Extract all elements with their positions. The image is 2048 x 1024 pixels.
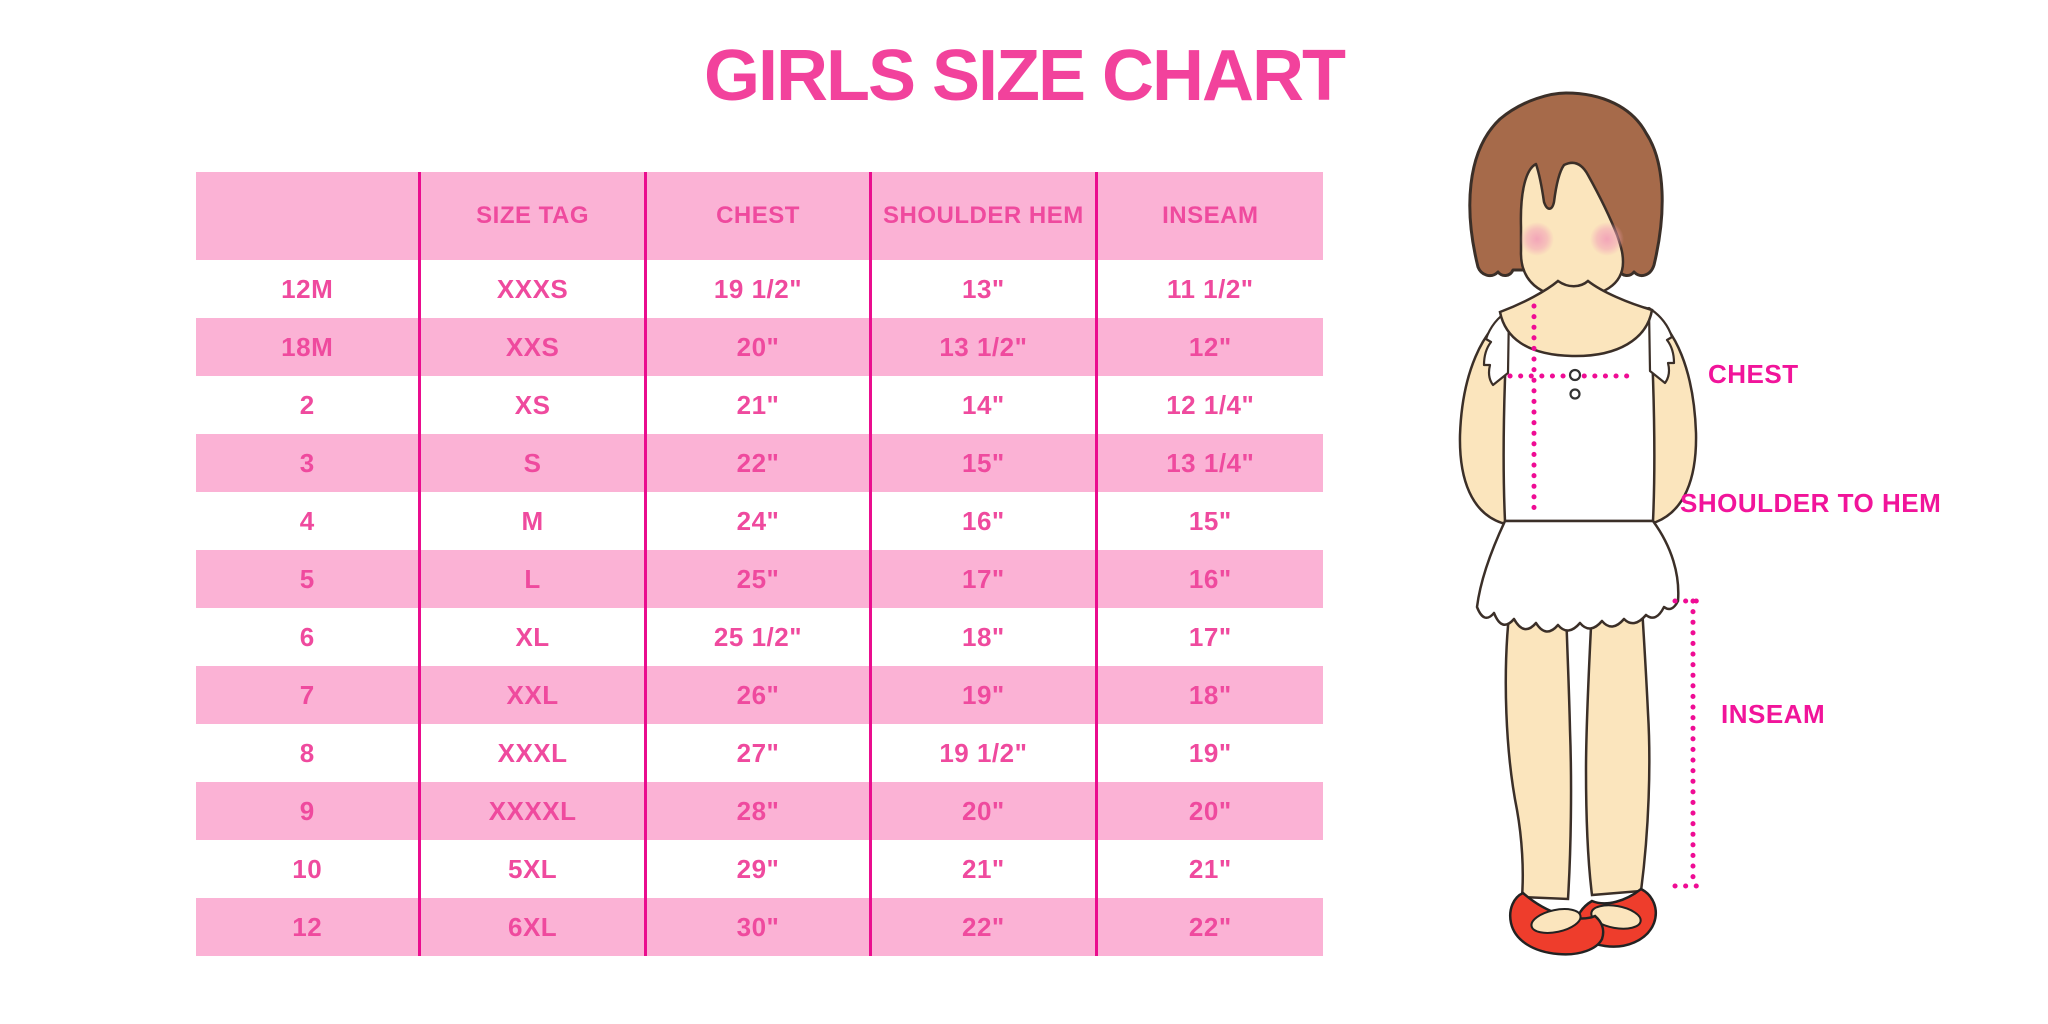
table-row: 6 XL 25 1/2" 18" 17" bbox=[196, 608, 1323, 666]
table-cell: XXXXL bbox=[421, 782, 647, 840]
table-row: 12 6XL 30" 22" 22" bbox=[196, 898, 1323, 956]
table-row: 2 XS 21" 14" 12 1/4" bbox=[196, 376, 1323, 434]
table-row: 8 XXXL 27" 19 1/2" 19" bbox=[196, 724, 1323, 782]
girl-measurement-illustration: CHEST SHOULDER TO HEM INSEAM bbox=[1420, 55, 1980, 965]
table-cell: 18M bbox=[196, 318, 422, 376]
table-row: 10 5XL 29" 21" 21" bbox=[196, 840, 1323, 898]
table-cell: 2 bbox=[196, 376, 422, 434]
table-cell: 13 1/2" bbox=[872, 318, 1098, 376]
table-cell: XS bbox=[421, 376, 647, 434]
table-cell: XL bbox=[421, 608, 647, 666]
table-cell: S bbox=[421, 434, 647, 492]
table-cell: 12M bbox=[196, 260, 422, 318]
girl-neckline-skin bbox=[1498, 279, 1654, 358]
table-cell: 9 bbox=[196, 782, 422, 840]
girl-leg-right bbox=[1584, 605, 1651, 897]
shirt-button-top bbox=[1568, 368, 1582, 382]
table-header-row: SIZE TAG CHEST SHOULDER HEM INSEAM bbox=[196, 172, 1323, 260]
table-cell: 19 1/2" bbox=[872, 724, 1098, 782]
table-cell: 22" bbox=[1188, 911, 1232, 942]
table-cell: 10 bbox=[196, 840, 422, 898]
table-cell: 25" bbox=[647, 550, 873, 608]
table-cell: 25 1/2" bbox=[647, 608, 873, 666]
table-cell: 4 bbox=[196, 492, 422, 550]
header-cell-blank bbox=[196, 172, 422, 260]
girl-ruffle-left bbox=[1482, 308, 1511, 387]
table-cell: 19" bbox=[872, 666, 1098, 724]
header-cell-inseam: INSEAM bbox=[1162, 202, 1259, 229]
table-cell: 20" bbox=[647, 318, 873, 376]
table-cell: XXL bbox=[421, 666, 647, 724]
table-cell: 12 1/4" bbox=[1166, 389, 1255, 420]
table-cell: 21" bbox=[872, 840, 1098, 898]
table-cell: 21" bbox=[1188, 853, 1232, 884]
table-cell: 15" bbox=[872, 434, 1098, 492]
table-cell: 15" bbox=[1188, 505, 1232, 536]
table-cell: 6XL bbox=[421, 898, 647, 956]
table-cell: 5 bbox=[196, 550, 422, 608]
table-cell: 20" bbox=[1188, 795, 1232, 826]
girl-leg-left bbox=[1504, 603, 1573, 901]
blush-right bbox=[1590, 222, 1624, 256]
table-row: 12M XXXS 19 1/2" 13" 11 1/2" bbox=[196, 260, 1323, 318]
table-cell: XXS bbox=[421, 318, 647, 376]
table-cell: 14" bbox=[872, 376, 1098, 434]
table-cell: 19" bbox=[1188, 737, 1232, 768]
table-cell: 18" bbox=[1188, 679, 1232, 710]
page-title: GIRLS SIZE CHART bbox=[703, 36, 1346, 116]
table-cell: M bbox=[421, 492, 647, 550]
table-row: 3 S 22" 15" 13 1/4" bbox=[196, 434, 1323, 492]
table-cell: 21" bbox=[647, 376, 873, 434]
table-cell: 6 bbox=[196, 608, 422, 666]
table-cell: 12" bbox=[1188, 331, 1232, 362]
table-cell: 22" bbox=[872, 898, 1098, 956]
table-cell: 19 1/2" bbox=[647, 260, 873, 318]
table-row: 18M XXS 20" 13 1/2" 12" bbox=[196, 318, 1323, 376]
chest-label: CHEST bbox=[1708, 359, 1799, 389]
table-cell: 13" bbox=[872, 260, 1098, 318]
table-cell: 27" bbox=[647, 724, 873, 782]
shoulder-to-hem-label: SHOULDER TO HEM bbox=[1680, 488, 1941, 518]
table-cell: 17" bbox=[872, 550, 1098, 608]
table-cell: 12 bbox=[196, 898, 422, 956]
table-row: 7 XXL 26" 19" 18" bbox=[196, 666, 1323, 724]
table-cell: L bbox=[421, 550, 647, 608]
table-row: 4 M 24" 16" 15" bbox=[196, 492, 1323, 550]
girl-skirt bbox=[1475, 519, 1680, 633]
table-row: 9 XXXXL 28" 20" 20" bbox=[196, 782, 1323, 840]
table-cell: 30" bbox=[647, 898, 873, 956]
table-cell: 18" bbox=[872, 608, 1098, 666]
table-row: 5 L 25" 17" 16" bbox=[196, 550, 1323, 608]
table-cell: 20" bbox=[872, 782, 1098, 840]
size-chart-table: SIZE TAG CHEST SHOULDER HEM INSEAM 12M X… bbox=[196, 172, 1323, 956]
table-cell: XXXL bbox=[421, 724, 647, 782]
table-cell: 8 bbox=[196, 724, 422, 782]
table-cell: 13 1/4" bbox=[1166, 447, 1255, 478]
inseam-label: INSEAM bbox=[1721, 699, 1825, 729]
table-cell: 16" bbox=[872, 492, 1098, 550]
table-cell: 17" bbox=[1188, 621, 1232, 652]
header-cell-shoulder-hem: SHOULDER HEM bbox=[872, 172, 1098, 260]
table-cell: 7 bbox=[196, 666, 422, 724]
blush-left bbox=[1520, 222, 1554, 256]
header-cell-size-tag: SIZE TAG bbox=[421, 172, 647, 260]
header-cell-chest: CHEST bbox=[647, 172, 873, 260]
table-cell: 22" bbox=[647, 434, 873, 492]
girl-shoe-left-opening bbox=[1530, 908, 1582, 934]
girl-ruffle-right bbox=[1647, 306, 1676, 385]
table-cell: 24" bbox=[647, 492, 873, 550]
table-body: 12M XXXS 19 1/2" 13" 11 1/2" 18M XXS 20"… bbox=[196, 260, 1323, 956]
table-cell: XXXS bbox=[421, 260, 647, 318]
table-cell: 11 1/2" bbox=[1166, 273, 1254, 304]
table-cell: 5XL bbox=[421, 840, 647, 898]
table-cell: 16" bbox=[1188, 563, 1232, 594]
shirt-button-bottom bbox=[1569, 388, 1581, 400]
table-cell: 28" bbox=[647, 782, 873, 840]
table-cell: 29" bbox=[647, 840, 873, 898]
girl-shoe-right-opening bbox=[1590, 904, 1642, 930]
table-cell: 3 bbox=[196, 434, 422, 492]
table-cell: 26" bbox=[647, 666, 873, 724]
